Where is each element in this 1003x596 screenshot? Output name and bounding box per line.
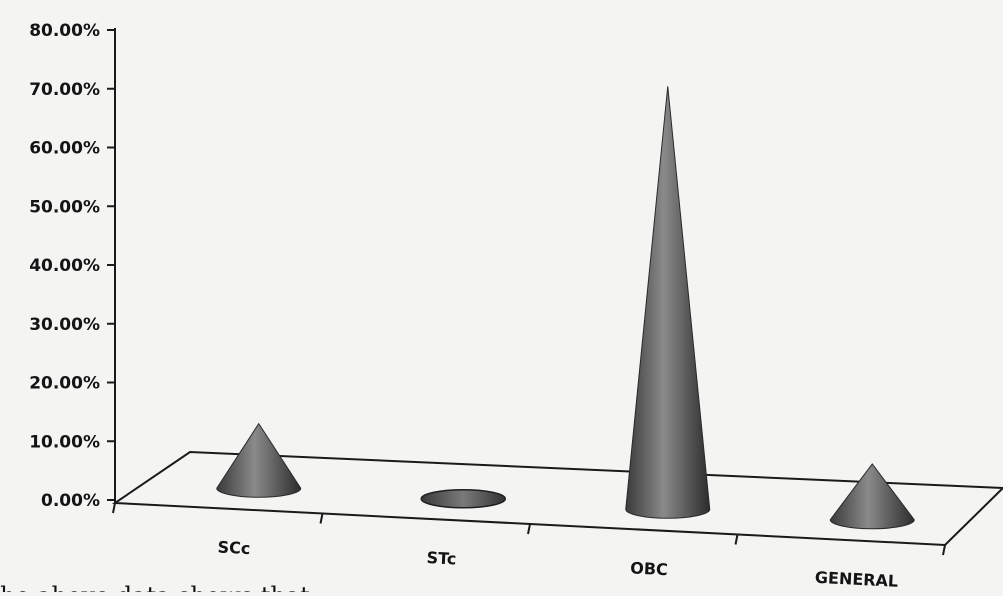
x-tick-mark [942, 544, 946, 556]
y-tick-label: 30.00% [29, 315, 100, 335]
x-category-label: GENERAL [814, 568, 898, 591]
y-tick-label: 60.00% [29, 139, 100, 159]
cone-body [829, 463, 915, 530]
x-tick-mark [112, 502, 116, 514]
cone-base-disc [420, 489, 506, 509]
x-tick-mark [527, 523, 531, 535]
x-category-label: OBC [630, 558, 668, 579]
x-axis-ticks [112, 502, 946, 556]
y-tick-label: 40.00% [29, 256, 100, 276]
cone-scc [216, 422, 302, 498]
cone-obc [625, 86, 711, 519]
y-axis-ticks: 0.00% 10.00% 20.00% 30.00% 40.00% 50.00% 60.00… [29, 21, 115, 511]
y-tick-label: 0.00% [41, 491, 100, 511]
cone-series [216, 86, 915, 530]
cone-body [625, 86, 711, 519]
x-tick-mark [319, 513, 324, 524]
y-tick-label: 70.00% [29, 80, 100, 100]
y-tick-label: 80.00% [29, 21, 100, 41]
cone-body [216, 422, 302, 498]
y-tick-label: 20.00% [29, 374, 100, 394]
chart-floor [111, 450, 1003, 547]
y-tick-label: 10.00% [29, 432, 100, 452]
x-category-label: SCc [217, 537, 251, 558]
cone-stc [420, 489, 506, 509]
cone-general [829, 463, 915, 530]
x-category-label: STc [426, 548, 457, 568]
x-axis-labels: SCc STc OBC GENERAL [217, 537, 898, 590]
y-tick-label: 50.00% [29, 197, 100, 217]
x-tick-mark [734, 534, 739, 545]
page-text-fragment: he above data shows that [0, 582, 310, 592]
